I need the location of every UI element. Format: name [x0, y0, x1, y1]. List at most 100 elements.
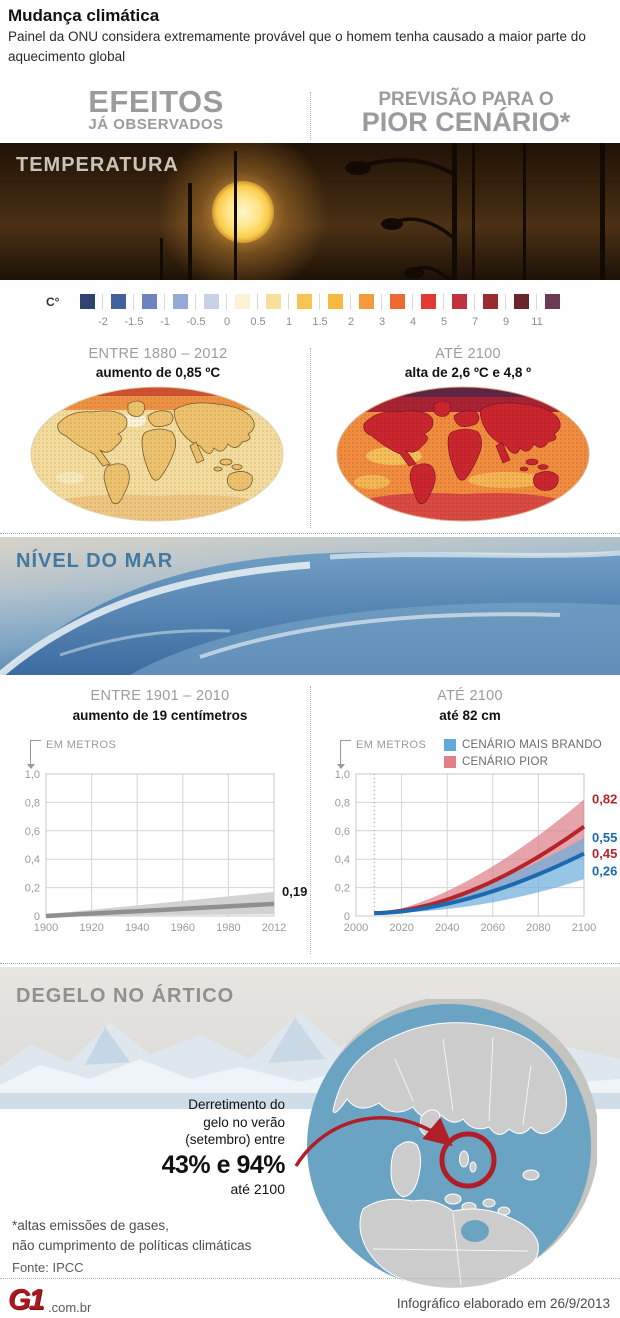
- scale-tick-label: 11: [531, 316, 543, 328]
- svg-text:0: 0: [34, 911, 40, 923]
- column-header-observed: EFEITOS JÁ OBSERVADOS: [88, 86, 224, 132]
- forecast-map-value: alta de 2,6 ºC e 4,8 º: [404, 365, 532, 380]
- scale-tick-label: 1.5: [312, 316, 328, 328]
- scale-swatch: [320, 294, 351, 311]
- sea-level-section-label: NÍVEL DO MAR: [16, 550, 174, 572]
- sea-forecast-value: até 82 cm: [439, 708, 501, 723]
- scale-tick-label: 0.5: [250, 316, 266, 328]
- scale-tick-label: 4: [409, 316, 417, 328]
- observed-header-line2: JÁ OBSERVADOS: [88, 116, 224, 133]
- scale-swatch: [165, 294, 196, 311]
- credit-text: Infográfico elaborado em 26/9/2013: [396, 1296, 610, 1311]
- legend-item-pior: CENÁRIO PIOR: [444, 753, 602, 770]
- world-map-forecast: [336, 386, 590, 522]
- column-divider-charts: [310, 686, 311, 954]
- y-axis-label-forecast: EM METROS: [356, 739, 427, 751]
- sea-observed-value: aumento de 19 centímetros: [72, 708, 248, 723]
- legend-item-brando: CENÁRIO MAIS BRANDO: [444, 736, 602, 753]
- svg-text:0,8: 0,8: [335, 797, 350, 809]
- page-title: Mudança climática: [8, 6, 160, 25]
- legend-label-brando: CENÁRIO MAIS BRANDO: [462, 738, 602, 751]
- hudson-bay: [461, 1220, 489, 1242]
- scale-tick-label: 7: [471, 316, 479, 328]
- svg-text:0,2: 0,2: [25, 883, 40, 895]
- forecast-map-period: ATÉ 2100: [435, 346, 501, 362]
- scale-swatch: [537, 294, 568, 311]
- forecast-header-line1: PREVISÃO PARA O: [378, 89, 554, 110]
- svg-text:2020: 2020: [389, 922, 413, 934]
- sea-level-forecast-chart: 2000 2020 2040 2060 2080 2100 1,0 0,8 0,6 0,4 0,2 0…: [335, 769, 618, 934]
- scale-unit-label: C°: [46, 295, 60, 309]
- scale-tick-label: -0.5: [186, 316, 206, 328]
- scale-tick-label: 1: [285, 316, 293, 328]
- g1-logo: G1: [8, 1284, 45, 1316]
- footnote-line2: não cumprimento de políticas climáticas: [12, 1237, 252, 1253]
- y-axis-label-observed: EM METROS: [46, 739, 117, 751]
- annotation-line3: (setembro) entre: [185, 1132, 285, 1148]
- footnote: *altas emissões de gases, não cumpriment…: [12, 1216, 251, 1255]
- scale-swatch: [289, 294, 320, 311]
- svg-text:0,55: 0,55: [592, 830, 617, 845]
- scale-swatch: [227, 294, 258, 311]
- svg-text:1920: 1920: [79, 922, 103, 934]
- svg-text:0,45: 0,45: [592, 846, 617, 861]
- annotation-line2: gelo no verão: [203, 1114, 285, 1130]
- svg-text:0,8: 0,8: [25, 797, 40, 809]
- svg-text:1900: 1900: [34, 922, 58, 934]
- svg-text:0,26: 0,26: [592, 863, 617, 878]
- sun: [212, 181, 274, 243]
- column-divider-maps: [310, 348, 311, 528]
- legend-label-pior: CENÁRIO PIOR: [462, 755, 549, 768]
- scale-tick-label: -2: [98, 316, 108, 328]
- temperature-photo-band: TEMPERATURA: [0, 127, 620, 297]
- scale-swatches-row: C°: [46, 294, 576, 311]
- svg-text:2000: 2000: [344, 922, 368, 934]
- scale-tick-labels: -2 -1.5 -1 -0.5 0 0.5 1 1.5 2 3 4 5 7 9 11: [46, 294, 576, 330]
- scale-swatch: [134, 294, 165, 311]
- svg-text:2100: 2100: [572, 922, 596, 934]
- y-axis-arrow-forecast: [337, 740, 351, 769]
- arctic-section-label: DEGELO NO ÁRTICO: [16, 985, 235, 1007]
- sea-observed-period: ENTRE 1901 – 2010: [90, 688, 230, 704]
- scale-swatch: [382, 294, 413, 311]
- svg-text:1,0: 1,0: [335, 769, 350, 781]
- temperature-color-scale: C° -2 -1.5 -1 -0.5 0 0.5 1 1.5 2 3 4 5 7 9 11: [46, 294, 576, 334]
- svg-text:0: 0: [344, 911, 350, 923]
- g1-logo-suffix: .com.br: [48, 1300, 92, 1315]
- annotation-line1: Derretimento do: [188, 1097, 285, 1112]
- scale-tick-label: 3: [378, 316, 386, 328]
- svg-text:1980: 1980: [216, 922, 240, 934]
- sea-forecast-period: ATÉ 2100: [437, 688, 503, 704]
- svg-text:1,0: 1,0: [25, 769, 40, 781]
- melt-zone-circle: [439, 1131, 497, 1189]
- observed-header-line1: EFEITOS: [88, 84, 224, 119]
- annotation-line4: até 2100: [230, 1180, 286, 1197]
- svg-text:0,6: 0,6: [335, 826, 350, 838]
- footnote-line1: *altas emissões de gases,: [12, 1218, 169, 1233]
- temperature-section-label: TEMPERATURA: [16, 154, 179, 176]
- observed-map-value: aumento de 0,85 ºC: [95, 365, 221, 380]
- scale-swatch: [72, 294, 103, 311]
- svg-text:1940: 1940: [125, 922, 149, 934]
- svg-text:0,82: 0,82: [592, 792, 617, 807]
- lamp-post-silhouettes: [160, 143, 605, 280]
- annotation-arrow: [294, 1116, 453, 1167]
- scale-tick-label: 9: [502, 316, 510, 328]
- observed-map-period: ENTRE 1880 – 2012: [88, 346, 228, 362]
- country-borders: [372, 1036, 532, 1286]
- svg-text:0,2: 0,2: [335, 883, 350, 895]
- scale-tick-label: 5: [440, 316, 448, 328]
- footer-divider: [0, 1278, 620, 1279]
- section-divider-arctic: [0, 963, 620, 964]
- scale-swatch: [444, 294, 475, 311]
- scale-tick-label: -1: [160, 316, 170, 328]
- scale-tick-label: -1.5: [124, 316, 144, 328]
- scale-swatch: [413, 294, 444, 311]
- ocean-wave-photo: [0, 537, 620, 678]
- source-label: Fonte: IPCC: [12, 1260, 84, 1275]
- scale-swatch: [196, 294, 227, 311]
- scale-tick-label: 0: [223, 316, 231, 328]
- svg-text:0,4: 0,4: [25, 854, 40, 866]
- scale-swatch: [258, 294, 289, 311]
